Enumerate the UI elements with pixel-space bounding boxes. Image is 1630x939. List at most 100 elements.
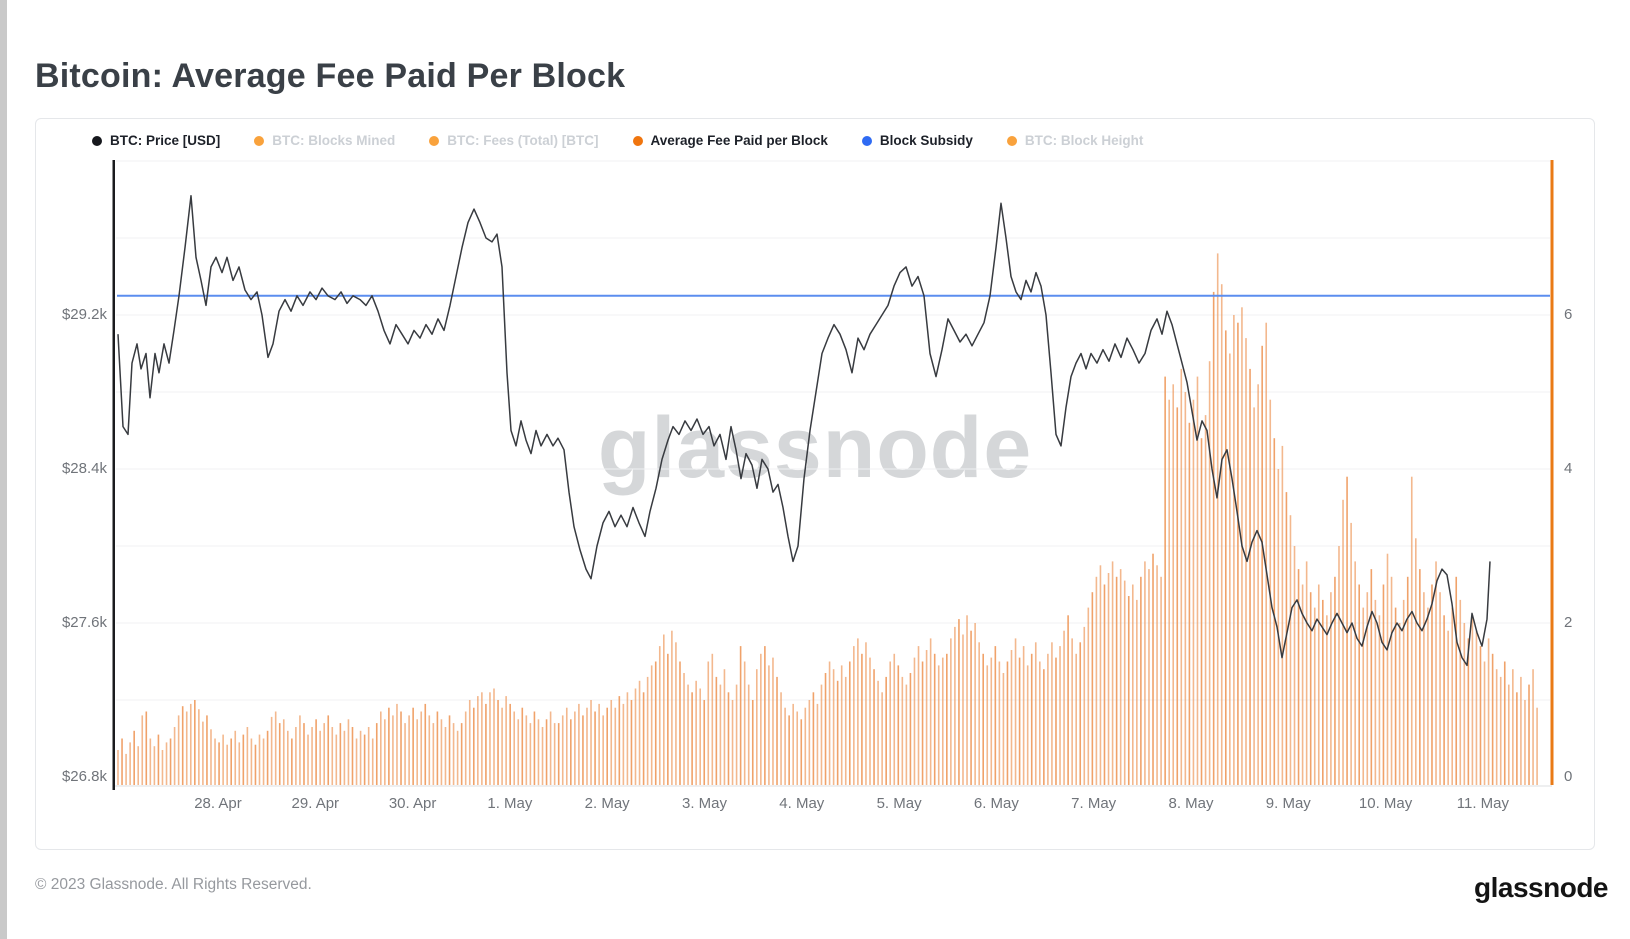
fee-bar — [719, 684, 722, 785]
left-axis-line — [112, 160, 115, 790]
legend-dot — [861, 135, 872, 146]
fee-bar — [933, 653, 936, 785]
fee-bar — [1030, 653, 1033, 785]
legend-label: BTC: Blocks Mined — [272, 133, 396, 148]
fee-bar — [1229, 353, 1231, 785]
fee-bar — [274, 711, 277, 785]
fee-bar — [642, 692, 645, 785]
fee-bar — [1047, 653, 1049, 785]
fee-bar — [683, 673, 685, 785]
fee-bar — [489, 692, 491, 785]
fee-bar — [1528, 684, 1530, 785]
fee-bar — [517, 719, 520, 786]
fee-bar — [464, 711, 467, 785]
fee-bar — [1245, 338, 1247, 785]
fee-bar — [145, 711, 148, 785]
fee-bar — [1419, 569, 1421, 785]
fee-bar — [1127, 596, 1130, 785]
fee-bar — [1277, 469, 1280, 785]
fee-bar — [982, 653, 984, 785]
fee-bar — [1224, 330, 1227, 785]
fee-bar — [1520, 676, 1522, 785]
fee-bar — [1103, 584, 1106, 785]
fee-bar — [295, 727, 297, 785]
fee-bar — [1071, 638, 1073, 785]
x-axis-label: 2. May — [584, 795, 630, 812]
fee-bar — [1265, 322, 1268, 785]
fee-bar — [703, 700, 706, 785]
fee-bar — [509, 703, 511, 785]
fee-bar — [1507, 684, 1510, 785]
fee-bar — [941, 657, 944, 785]
fee-bar — [189, 703, 192, 785]
fee-bar — [1156, 565, 1158, 786]
fee-bar — [925, 650, 928, 785]
fee-bar — [384, 719, 386, 786]
legend-item-btc-fees-total-btc[interactable]: BTC: Fees (Total) [BTC] — [429, 133, 599, 148]
legend-item-average-fee-paid-per-block[interactable]: Average Fee Paid per Block — [632, 133, 828, 148]
fee-bar — [1111, 561, 1114, 785]
fee-bar — [1322, 599, 1324, 785]
fee-bar — [1026, 665, 1029, 785]
fee-bar — [727, 692, 730, 785]
legend-item-block-subsidy[interactable]: Block Subsidy — [861, 133, 973, 148]
x-axis-label: 4. May — [779, 795, 825, 812]
glassnode-logo: glassnode — [1474, 872, 1608, 903]
fee-bar — [1301, 584, 1304, 785]
fee-bar — [185, 711, 188, 785]
fee-bar — [1467, 638, 1470, 785]
legend-dot — [92, 135, 102, 146]
fee-bar — [545, 719, 548, 786]
fee-bar — [1107, 573, 1110, 785]
fee-bar — [1443, 615, 1445, 785]
fee-bar — [679, 661, 681, 785]
fee-bar — [218, 742, 220, 785]
fee-bar — [909, 673, 912, 785]
fee-bar — [1451, 607, 1453, 785]
fee-bar — [844, 676, 847, 785]
fee-bar — [371, 738, 374, 785]
fee-bar — [824, 673, 827, 785]
legend-item-btc-blocks-mined[interactable]: BTC: Blocks Mined — [254, 133, 395, 148]
fee-bar — [1398, 623, 1401, 785]
fee-bar — [836, 680, 839, 786]
legend-item-btc-price-usd[interactable]: BTC: Price [USD] — [92, 133, 220, 148]
fee-bar — [610, 700, 613, 785]
fee-bar — [541, 727, 544, 785]
fee-bar — [266, 730, 269, 785]
fee-bar — [614, 707, 617, 785]
fee-bar — [865, 642, 867, 786]
fee-bar — [311, 727, 313, 785]
fee-bar — [994, 646, 997, 785]
fee-bar — [877, 680, 879, 786]
fee-bar — [1257, 384, 1259, 785]
fee-bar — [1410, 476, 1413, 785]
fee-bar — [1014, 638, 1017, 785]
fee-bar — [885, 676, 887, 785]
fee-bar — [173, 727, 176, 785]
fee-bar — [1427, 607, 1429, 785]
fee-bar — [262, 738, 265, 785]
fee-bar — [335, 734, 338, 785]
x-axis-label: 8. May — [1168, 795, 1214, 812]
fee-bar — [481, 692, 483, 785]
fee-bar — [460, 723, 463, 785]
fee-bar — [303, 723, 305, 785]
fee-bar — [1354, 561, 1356, 785]
fee-bar — [1362, 607, 1365, 785]
fee-bar — [1212, 291, 1215, 785]
legend-item-btc-block-height[interactable]: BTC: Block Height — [1006, 133, 1143, 148]
x-axis-label: 28. Apr — [194, 795, 242, 812]
fee-bar — [141, 715, 144, 785]
fee-bar — [1491, 653, 1494, 785]
fee-bar — [432, 723, 435, 785]
fee-bar — [149, 738, 152, 785]
fee-bar — [828, 661, 831, 785]
fee-bar — [343, 730, 346, 785]
fee-bar — [578, 703, 580, 785]
fee-bar — [1431, 584, 1433, 785]
y-axis-label-right: 6 — [1564, 306, 1573, 323]
fee-bar — [270, 716, 273, 785]
fee-bar — [234, 730, 237, 785]
